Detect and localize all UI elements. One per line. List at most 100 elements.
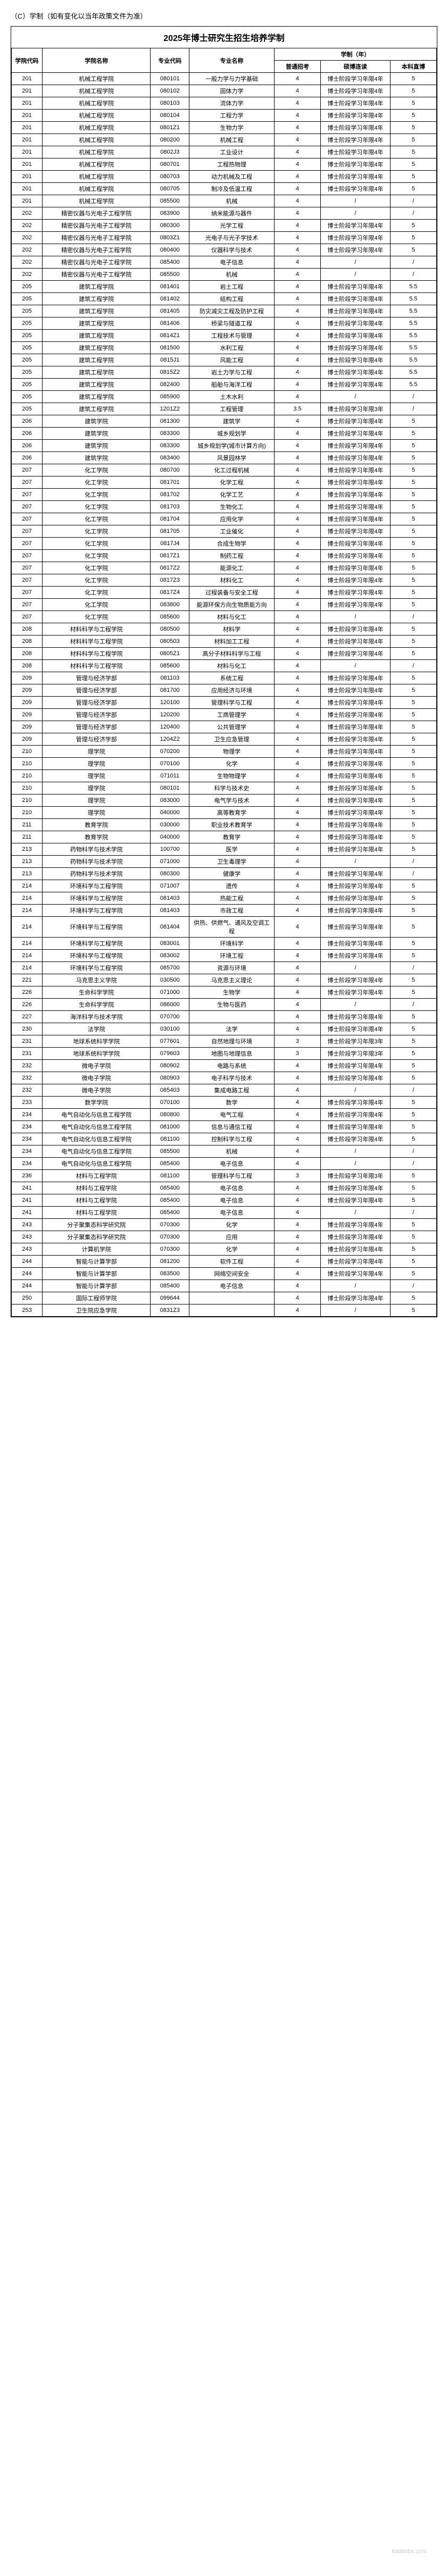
table-cell: 5.5 (390, 281, 436, 293)
table-cell: 博士阶段学习年限4年 (321, 599, 391, 611)
table-cell: 5 (390, 770, 436, 782)
table-cell: 电子信息 (189, 1158, 275, 1170)
table-cell: 理学院 (43, 807, 151, 819)
table-cell: 数学学院 (43, 1097, 151, 1109)
table-cell: 120200 (151, 709, 189, 721)
table-row: 214环境科学与工程学院081404供热、供燃气、通风及空调工程4博士阶段学习年… (12, 917, 437, 938)
table-cell: 244 (12, 1268, 43, 1280)
table-cell: 081703 (151, 501, 189, 513)
table-cell: 化工学院 (43, 513, 151, 525)
table-cell: 030000 (151, 819, 189, 831)
table-cell: 4 (274, 1121, 320, 1133)
table-row: 210理学院080101科学与技术史4博士阶段学习年限4年5 (12, 782, 437, 794)
table-cell: 电子信息 (189, 1280, 275, 1292)
table-cell: 机械工程学院 (43, 158, 151, 171)
table-cell: 博士阶段学习年限3年 (321, 403, 391, 415)
table-row: 201机械工程学院080103流体力学4博士阶段学习年限4年5 (12, 97, 437, 110)
table-cell: 控制科学与工程 (189, 1133, 275, 1145)
table-cell: 040000 (151, 807, 189, 819)
table-row: 243计算机学院070300化学4博士阶段学习年限4年5 (12, 1243, 437, 1256)
table-cell: 209 (12, 721, 43, 733)
table-cell: 210 (12, 794, 43, 807)
table-cell: / (321, 1207, 391, 1219)
table-cell: 080703 (151, 171, 189, 183)
table-cell: 0817Z3 (151, 574, 189, 587)
table-cell: / (390, 999, 436, 1011)
table-cell: 4 (274, 599, 320, 611)
table-cell: 5 (390, 1194, 436, 1207)
table-cell: 博士阶段学习年限3年 (321, 1035, 391, 1048)
table-cell: 4 (274, 489, 320, 501)
table-cell: 博士阶段学习年限4年 (321, 880, 391, 892)
table-cell: 环境科学与工程学院 (43, 892, 151, 905)
table-cell: 城乡规划学(城市计算方向) (189, 440, 275, 452)
table-cell: 博士阶段学习年限4年 (321, 1219, 391, 1231)
table-cell: 5 (390, 232, 436, 244)
table-cell: 工程热物理 (189, 158, 275, 171)
table-cell: 机械 (189, 1145, 275, 1158)
table-cell: 5 (390, 73, 436, 85)
table-row: 207化工学院081701化学工程4博士阶段学习年限4年5 (12, 476, 437, 489)
table-cell: 5 (390, 1097, 436, 1109)
table-row: 207化工学院0817Z1制药工程4博士阶段学习年限4年5 (12, 550, 437, 562)
table-cell: / (321, 611, 391, 623)
table-cell: 4 (274, 354, 320, 366)
table-cell: 211 (12, 819, 43, 831)
table-cell: 环境科学与工程学院 (43, 905, 151, 917)
table-cell: 4 (274, 158, 320, 171)
table-cell: / (321, 999, 391, 1011)
table-cell: / (321, 391, 391, 403)
table-cell: 5 (390, 501, 436, 513)
table-cell: 0817Z1 (151, 550, 189, 562)
table-row: 210理学院040000高等教育学4博士阶段学习年限4年5 (12, 807, 437, 819)
table-cell: / (390, 1145, 436, 1158)
table-cell: 仪器科学与技术 (189, 244, 275, 256)
table-cell: 5.5 (390, 293, 436, 305)
table-cell: 4 (274, 917, 320, 938)
table-cell: 4 (274, 513, 320, 525)
table-cell: 210 (12, 807, 43, 819)
table-cell: 化工学院 (43, 587, 151, 599)
table-cell: 208 (12, 635, 43, 648)
table-cell: 博士阶段学习年限4年 (321, 317, 391, 330)
table-cell: 5 (390, 452, 436, 464)
table-cell: 博士阶段学习年限4年 (321, 220, 391, 232)
table-cell: 080902 (151, 1060, 189, 1072)
table-row: 209管理与经济学部1204Z2卫生应急管理4博士阶段学习年限4年5 (12, 733, 437, 746)
table-cell: 205 (12, 366, 43, 379)
table-cell: 206 (12, 452, 43, 464)
table-cell: 博士阶段学习年限4年 (321, 684, 391, 697)
table-cell: 桥梁与隧道工程 (189, 317, 275, 330)
table-cell: 4 (274, 1011, 320, 1023)
table-row: 226生命科学学院086000生物与医药4// (12, 999, 437, 1011)
table-cell: 202 (12, 269, 43, 281)
th-dur-1: 普通招考 (274, 61, 320, 73)
table-cell: 210 (12, 758, 43, 770)
table-cell: 080500 (151, 623, 189, 635)
table-cell: 231 (12, 1048, 43, 1060)
table-row: 207化工学院0817Z4过程装备与安全工程4博士阶段学习年限4年5 (12, 587, 437, 599)
table-cell: 5.5 (390, 342, 436, 354)
table-cell: 4 (274, 1133, 320, 1145)
table-cell: / (390, 1084, 436, 1097)
table-cell: 5 (390, 97, 436, 110)
table-cell: / (321, 1084, 391, 1097)
table-cell: 0805Z1 (151, 648, 189, 660)
table-row: 201机械工程学院080703动力机械及工程4博士阶段学习年限4年5 (12, 171, 437, 183)
table-cell: 工商管理学 (189, 709, 275, 721)
table-cell: 232 (12, 1060, 43, 1072)
table-cell: 4 (274, 697, 320, 709)
table-cell: 5 (390, 843, 436, 856)
table-cell: 207 (12, 574, 43, 587)
table-cell: 4 (274, 1256, 320, 1268)
table-cell: 材料与化工 (189, 611, 275, 623)
table-row: 205建筑工程学院081405防灾减灾工程及防护工程4博士阶段学习年限4年5.5 (12, 305, 437, 317)
table-cell: 生物化工 (189, 501, 275, 513)
table-cell: 4 (274, 974, 320, 986)
table-row: 214环境科学与工程学院071007遗传4博士阶段学习年限4年5 (12, 880, 437, 892)
table-cell: 制冷及低温工程 (189, 183, 275, 195)
table-cell: 081405 (151, 305, 189, 317)
table-cell: 226 (12, 986, 43, 999)
table-cell: 205 (12, 403, 43, 415)
table-row: 231地球系统科学学院079603地图与地理信息3博士阶段学习年限3年5 (12, 1048, 437, 1060)
